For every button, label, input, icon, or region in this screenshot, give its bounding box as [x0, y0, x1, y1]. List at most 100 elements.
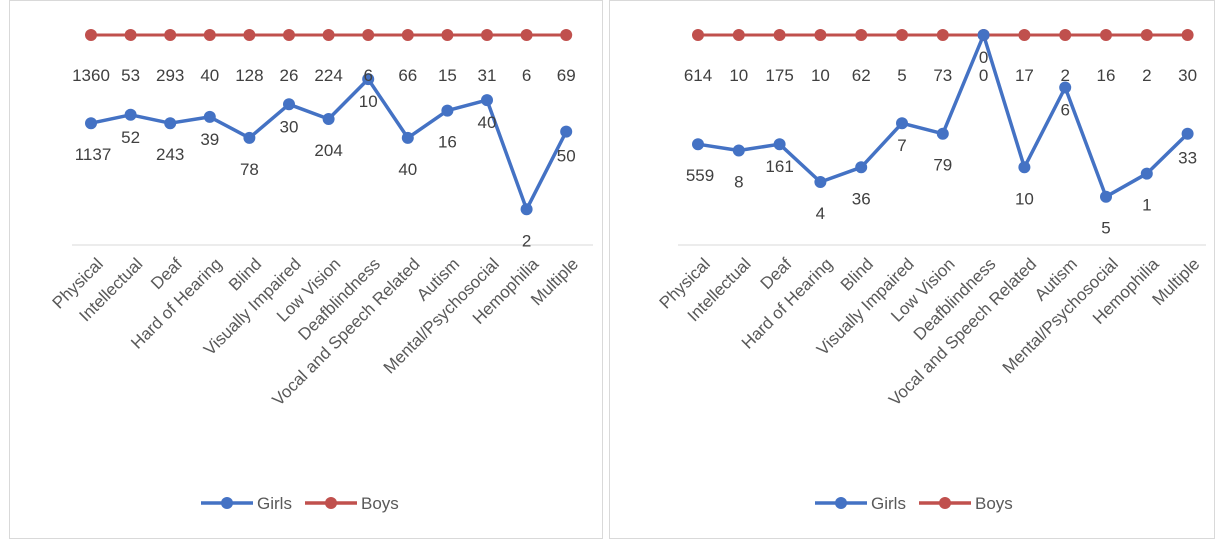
data-label-girls: 204	[314, 141, 342, 160]
data-label-girls: 1137	[75, 145, 112, 164]
data-label-girls: 10	[359, 92, 378, 111]
data-point-girls	[322, 113, 335, 125]
data-point-boys	[936, 29, 949, 41]
data-label-girls: 39	[200, 130, 219, 149]
legend-label-boys: Boys	[361, 494, 399, 513]
data-label-boys: 17	[1015, 66, 1034, 85]
data-point-girls	[283, 98, 295, 111]
legend-label-girls: Girls	[871, 494, 906, 513]
data-point-girls	[1059, 81, 1072, 94]
legend-marker-girls	[835, 497, 847, 509]
legend-marker-boys	[939, 497, 951, 509]
data-label-girls: 33	[1178, 149, 1197, 168]
data-point-boys	[124, 29, 137, 41]
data-label-boys: 224	[314, 66, 342, 85]
data-point-girls	[520, 203, 533, 216]
data-label-boys: 15	[438, 66, 457, 85]
data-label-girls: 40	[478, 113, 497, 132]
data-label-boys: 6	[363, 66, 372, 85]
data-point-girls	[362, 73, 375, 86]
data-label-girls: 6	[1060, 101, 1069, 120]
data-label-girls: 8	[734, 173, 743, 192]
data-point-boys	[814, 29, 827, 41]
data-label-boys: 69	[557, 66, 576, 85]
data-label-girls: 79	[933, 156, 952, 175]
data-label-girls: 52	[121, 128, 140, 147]
data-label-girls: 36	[852, 189, 871, 208]
data-point-boys	[85, 29, 97, 41]
data-point-girls	[855, 161, 868, 174]
data-label-girls: 40	[398, 160, 417, 179]
legend-marker-boys	[325, 497, 337, 509]
data-point-boys	[773, 29, 786, 41]
data-point-boys	[283, 29, 295, 41]
data-point-girls	[560, 125, 573, 138]
data-point-girls	[401, 131, 414, 144]
data-point-boys	[441, 29, 454, 41]
data-label-girls: 0	[979, 48, 988, 67]
data-point-boys	[1140, 29, 1153, 41]
data-label-girls: 30	[280, 117, 299, 136]
data-point-girls	[85, 117, 97, 130]
data-label-boys: 2	[1060, 66, 1069, 85]
data-point-boys	[1181, 29, 1194, 41]
data-point-girls	[164, 117, 177, 130]
data-point-boys	[243, 29, 256, 41]
data-point-boys	[203, 29, 216, 41]
data-label-boys: 16	[1097, 66, 1116, 85]
data-label-boys: 62	[852, 66, 871, 85]
data-point-boys	[560, 29, 573, 41]
data-point-girls	[936, 127, 949, 140]
data-point-boys	[1100, 29, 1112, 41]
data-label-boys: 0	[979, 66, 988, 85]
data-point-boys	[1059, 29, 1072, 41]
data-label-girls: 7	[897, 136, 906, 155]
chart-panel-right: 614 10 175 10 62 5 73 0 17 2 16 2 30 559 8 161 4 36 7 79 0 10…	[609, 0, 1215, 539]
data-point-girls	[977, 29, 990, 41]
data-point-boys	[481, 29, 493, 41]
chart-panel-left: 1360 53 293 40 128 26 224 6 66 15 31 6 69 1137 52 243 39…	[9, 0, 603, 539]
data-point-girls	[692, 138, 704, 151]
data-point-boys	[896, 29, 908, 41]
data-label-boys: 40	[200, 66, 219, 85]
legend-marker-girls	[221, 497, 233, 509]
data-point-boys	[732, 29, 745, 41]
data-point-girls	[481, 94, 493, 107]
data-label-girls: 10	[1015, 189, 1034, 208]
data-point-boys	[164, 29, 177, 41]
data-label-boys: 1360	[72, 66, 110, 85]
data-label-boys: 30	[1178, 66, 1197, 85]
data-point-girls	[732, 144, 745, 157]
data-point-girls	[1181, 127, 1194, 140]
data-point-girls	[124, 108, 137, 121]
data-point-girls	[441, 104, 454, 117]
data-label-boys: 128	[235, 66, 263, 85]
data-label-boys: 614	[684, 66, 712, 85]
data-point-girls	[773, 138, 786, 151]
data-label-girls: 50	[557, 147, 576, 166]
data-point-boys	[692, 29, 704, 41]
data-label-boys: 10	[811, 66, 830, 85]
data-label-boys: 10	[729, 66, 748, 85]
data-point-boys	[520, 29, 533, 41]
data-label-girls: 78	[240, 160, 259, 179]
data-label-boys: 31	[478, 66, 497, 85]
data-point-girls	[814, 176, 827, 188]
data-point-girls	[203, 110, 216, 123]
line-chart-left: 1360 53 293 40 128 26 224 6 66 15 31 6 6911375224339…	[49, 29, 593, 513]
data-label-boys: 2	[1142, 66, 1151, 85]
data-label-boys: 26	[280, 66, 299, 85]
data-label-boys: 5	[897, 66, 906, 85]
data-label-girls: 1	[1142, 196, 1151, 215]
data-point-boys	[322, 29, 335, 41]
data-point-boys	[362, 29, 375, 41]
legend-label-boys: Boys	[975, 494, 1013, 513]
data-point-girls	[1100, 190, 1112, 203]
data-point-girls	[896, 117, 908, 130]
data-point-boys	[401, 29, 414, 41]
data-point-girls	[243, 131, 256, 144]
data-point-boys	[1018, 29, 1031, 41]
data-point-boys	[855, 29, 868, 41]
data-label-boys: 175	[765, 66, 793, 85]
